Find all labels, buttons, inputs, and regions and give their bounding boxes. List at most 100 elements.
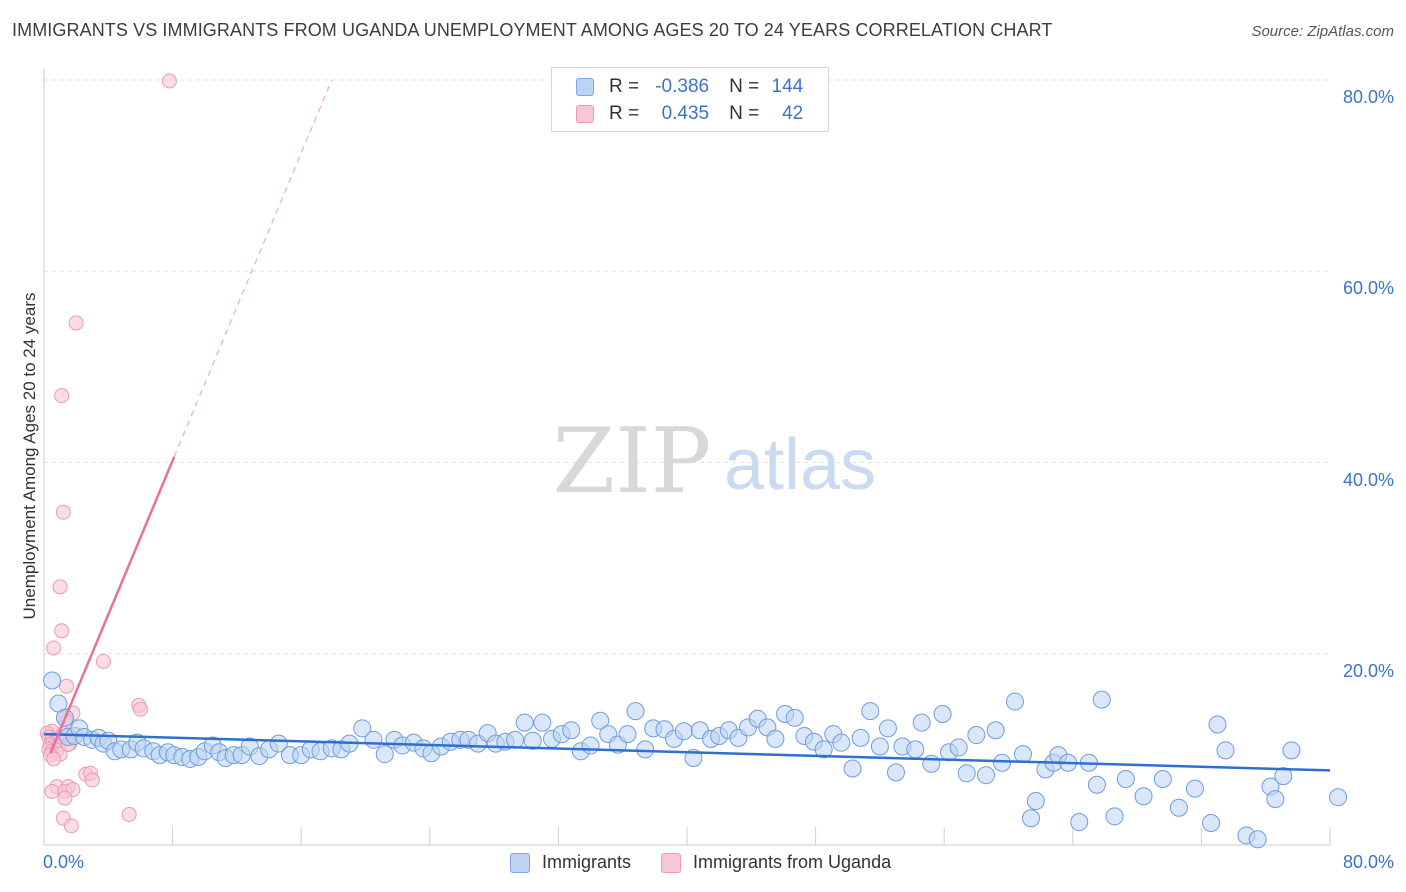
y-tick-label: 40.0% (1342, 469, 1394, 490)
uganda-point (63, 818, 79, 834)
legend-item-immigrants[interactable]: Immigrants (510, 852, 631, 873)
uganda-point (46, 751, 62, 767)
immigrants-point (993, 753, 1012, 772)
immigrants-point (1153, 770, 1172, 789)
immigrants-point (1022, 809, 1041, 828)
immigrants-points (43, 671, 1348, 849)
immigrants-point (1208, 715, 1227, 734)
immigrants-point (785, 708, 804, 727)
n-value: 42 (782, 103, 804, 124)
immigrants-point (967, 726, 986, 745)
n-label: N = (729, 76, 760, 97)
uganda-trend-line (49, 456, 176, 754)
immigrants-point (1248, 830, 1267, 849)
uganda-point (46, 640, 62, 656)
watermark-atlas: atlas (724, 425, 876, 505)
immigrants-point (1005, 692, 1024, 711)
immigrants-point (766, 729, 785, 748)
immigrants-point (636, 740, 655, 759)
r-label: R = (609, 76, 640, 97)
immigrants-point (957, 764, 976, 783)
uganda-point (132, 701, 148, 717)
immigrants-point (674, 722, 693, 741)
chart-title: IMMIGRANTS VS IMMIGRANTS FROM UGANDA UNE… (12, 20, 1053, 40)
watermark-zip: ZIP (553, 409, 712, 514)
immigrants-point (1185, 779, 1204, 798)
immigrants-point (933, 704, 952, 723)
immigrants-point (618, 725, 637, 744)
r-value: -0.386 (655, 76, 710, 97)
immigrants-point (1274, 767, 1293, 786)
immigrants-point (562, 721, 581, 740)
pink-swatch (661, 852, 682, 873)
r-value: 0.435 (661, 103, 710, 124)
immigrants-point (533, 713, 552, 732)
immigrants-point (1070, 813, 1089, 832)
y-tick-label: 60.0% (1342, 278, 1394, 299)
stats-legend: R = -0.386 N = 144 R = 0.435 N = 42 (551, 67, 829, 132)
immigrants-point (591, 711, 610, 730)
source-label: Source: ZipAtlas.com (1251, 23, 1394, 40)
immigrants-point (1087, 775, 1106, 794)
uganda-point (44, 783, 60, 799)
immigrants-point (505, 730, 524, 749)
immigrants-point (1329, 788, 1348, 807)
uganda-point (68, 315, 84, 331)
immigrants-point (1282, 741, 1301, 760)
uganda-point (54, 388, 70, 404)
immigrants-point (375, 745, 394, 764)
immigrants-point (1116, 770, 1135, 789)
r-label: R = (609, 103, 640, 124)
immigrants-point (906, 740, 925, 759)
uganda-point (84, 772, 100, 788)
legend-label-uganda: Immigrants from Uganda (693, 852, 892, 872)
immigrants-point (1202, 814, 1221, 833)
y-tick-label: 80.0% (1342, 87, 1394, 107)
x-tick-min: 0.0% (43, 852, 85, 872)
immigrants-point (43, 671, 62, 690)
uganda-points (39, 73, 177, 834)
immigrants-point (949, 738, 968, 757)
uganda-point (52, 579, 68, 595)
y-tick-label: 20.0% (1342, 660, 1394, 681)
immigrants-point (886, 763, 905, 782)
immigrants-point (878, 719, 897, 738)
blue-swatch (510, 852, 530, 873)
immigrants-point (1105, 807, 1124, 826)
uganda-point (57, 790, 73, 806)
immigrants-point (1013, 745, 1032, 764)
immigrants-point (976, 766, 995, 785)
legend-label-immigrants: Immigrants (542, 852, 632, 872)
immigrants-point (515, 713, 534, 732)
bottom-legend: Immigrants Immigrants from Uganda (510, 852, 921, 873)
immigrants-point (861, 702, 880, 721)
axes (43, 68, 1331, 846)
uganda-point (95, 653, 111, 669)
uganda-point (59, 678, 75, 694)
immigrants-point (851, 728, 870, 747)
immigrants-point (986, 721, 1005, 740)
immigrants-point (814, 740, 833, 759)
stats-row-immigrants: R = -0.386 N = 144 (576, 75, 803, 99)
immigrants-point (626, 702, 645, 721)
immigrants-point (523, 731, 542, 750)
legend-item-uganda[interactable]: Immigrants from Uganda (661, 852, 891, 873)
n-label: N = (729, 103, 760, 124)
immigrants-point (1092, 690, 1111, 709)
immigrants-point (1216, 741, 1235, 760)
uganda-point (55, 504, 71, 520)
immigrants-point (843, 759, 862, 778)
immigrants-point (1169, 798, 1188, 817)
immigrants-point (1134, 787, 1153, 806)
pink-swatch (576, 105, 594, 123)
stats-row-uganda: R = 0.435 N = 42 (576, 102, 803, 126)
immigrants-point (1026, 792, 1045, 811)
uganda-point (121, 806, 137, 822)
n-value: 144 (771, 76, 804, 97)
immigrants-point (832, 733, 851, 752)
uganda-point (54, 623, 70, 639)
immigrants-point (912, 713, 931, 732)
immigrants-point (353, 719, 372, 738)
gridlines (44, 79, 1330, 655)
